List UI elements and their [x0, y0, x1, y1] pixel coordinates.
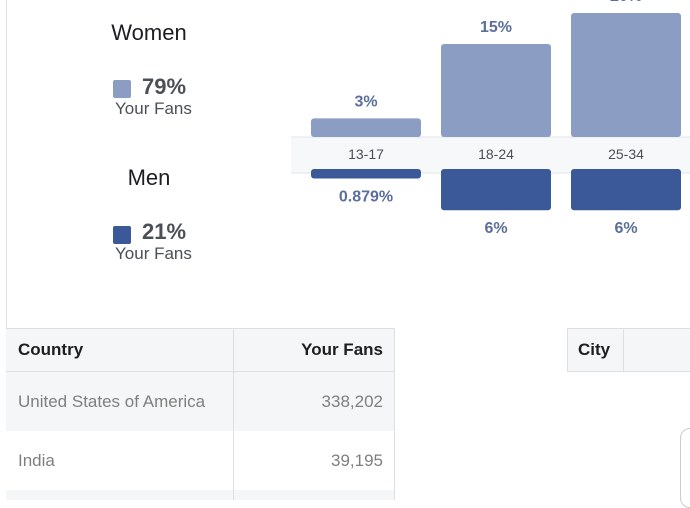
your-fans-header-label: Your Fans [301, 340, 383, 359]
women-swatch [113, 80, 131, 98]
column-divider [567, 328, 568, 372]
table-row [6, 490, 395, 500]
column-divider [394, 328, 395, 500]
age-category-label: 25-34 [608, 146, 644, 162]
women-fans-label: Your Fans [115, 99, 192, 118]
your-fans-column-header[interactable]: Your Fans [234, 328, 395, 372]
women-bar-label: 15% [480, 19, 512, 36]
men-bar [311, 169, 421, 179]
fans-cell: 338,202 [321, 391, 383, 411]
city-table-edge [680, 428, 690, 508]
column-divider [623, 328, 624, 372]
women-title: Women [111, 20, 187, 45]
women-bar [571, 13, 681, 137]
men-title: Men [127, 165, 171, 190]
men-bar [571, 169, 681, 211]
women-percent: 79% [142, 74, 187, 99]
men-fans-label: Your Fans [115, 244, 192, 263]
women-bar-label: 3% [354, 93, 377, 110]
age-band [291, 137, 690, 173]
men-bar-label: 0.879% [339, 188, 393, 205]
country-column-header[interactable]: Country [6, 328, 234, 372]
women-bar [441, 44, 551, 137]
men-bar-label: 6% [614, 220, 637, 237]
city-header-label: City [578, 340, 611, 359]
table-row: United States of America [6, 372, 234, 431]
city-column-header[interactable]: City [567, 328, 623, 372]
country-cell: United States of America [18, 391, 206, 411]
fans-cell: 39,195 [331, 450, 383, 470]
age-gender-bar-chart: 3% 0.879% 13-17 15% 6% 18-24 20% 6% 25-34 [291, 0, 690, 237]
table-row: 338,202 [234, 372, 395, 431]
left-border [6, 0, 7, 500]
age-category-label: 13-17 [348, 146, 384, 162]
city-fans-column-header[interactable] [623, 328, 690, 372]
country-header-label: Country [18, 340, 84, 359]
men-bar [441, 169, 551, 211]
table-row: India [6, 431, 234, 490]
men-percent: 21% [142, 219, 187, 244]
women-bar-label: 20% [610, 0, 642, 5]
women-bar [311, 118, 421, 137]
age-category-label: 18-24 [478, 146, 514, 162]
table-row: 39,195 [234, 431, 395, 490]
men-bar-label: 6% [484, 220, 507, 237]
column-divider [233, 328, 234, 500]
men-swatch [113, 226, 131, 244]
country-cell: India [18, 450, 55, 470]
